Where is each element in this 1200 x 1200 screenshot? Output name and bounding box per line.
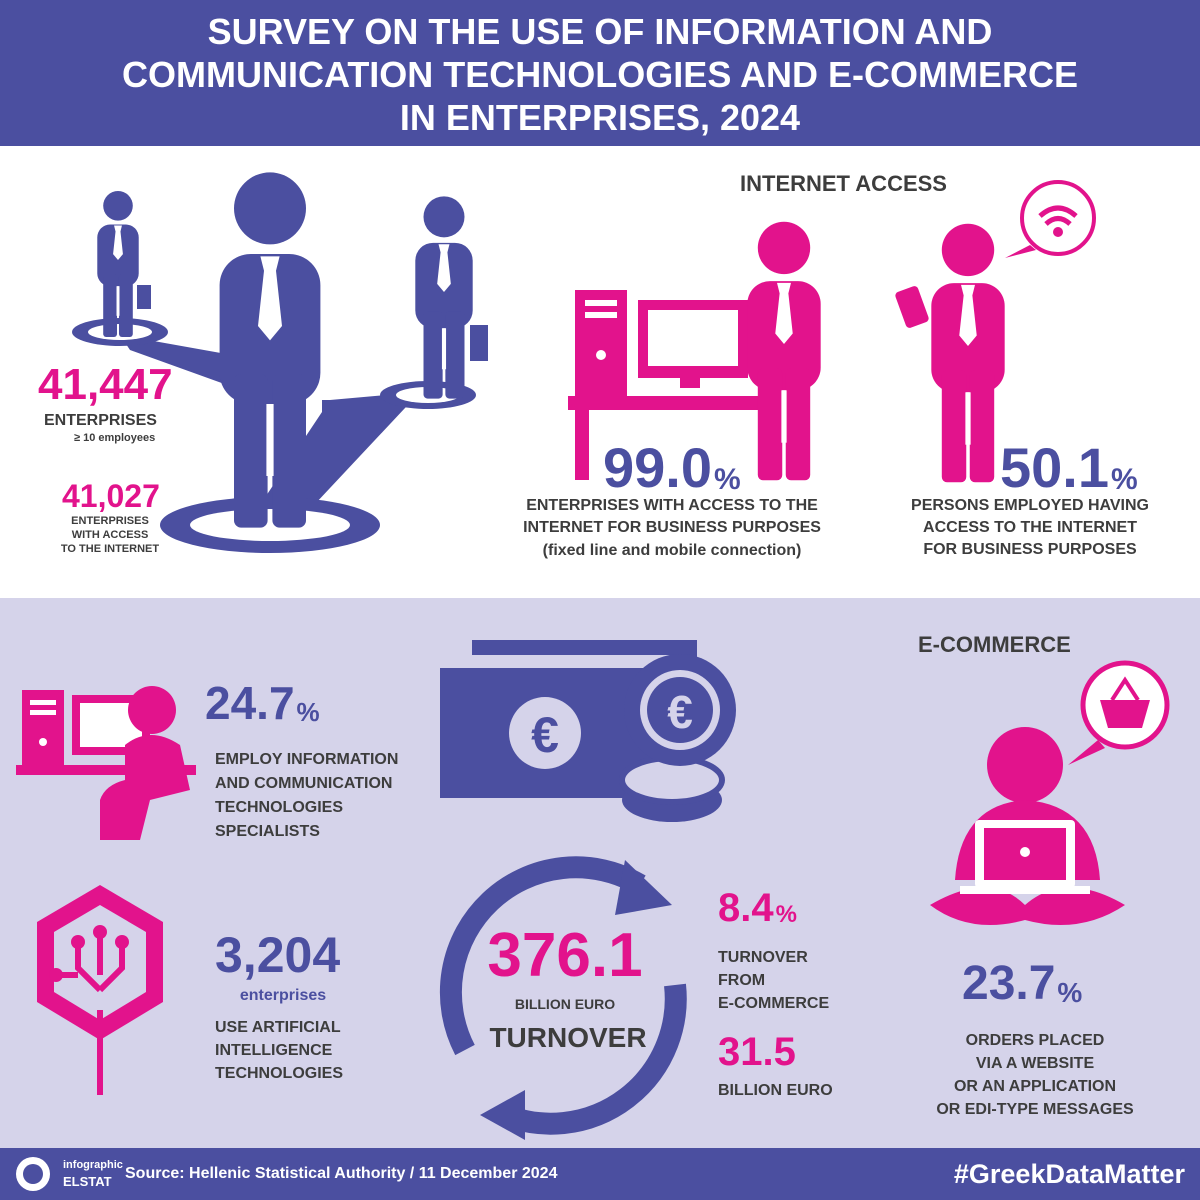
section-title: INTERNET ACCESS [740, 171, 947, 196]
stat-value: 3,204 [215, 927, 341, 983]
stat-label: ENTERPRISES [71, 515, 149, 527]
ai-hexagon-icon [37, 885, 163, 1095]
stat-label: TO THE INTERNET [60, 543, 160, 555]
logo-text: infographic [63, 1159, 123, 1171]
mobile-user-icon [895, 180, 1096, 483]
stat-label: WITH ACCESS [71, 529, 149, 541]
stat-value: 8.4 [718, 886, 774, 930]
stat-value: 24.7 [205, 677, 295, 729]
stat-label: USE ARTIFICIAL [215, 1019, 341, 1036]
stat-label: TECHNOLOGIES [215, 799, 344, 816]
stat-label: VIA A WEBSITE [975, 1055, 1095, 1072]
stat-label: TURNOVER [718, 949, 808, 966]
stat-label: OR EDI-TYPE MESSAGES [936, 1101, 1134, 1118]
stat-value: 41,027 [62, 478, 160, 514]
stat-value: 50.1 [1000, 436, 1109, 499]
stat-label: ENTERPRISES WITH ACCESS TO THE [526, 497, 818, 514]
online-shopper-icon [930, 660, 1170, 925]
stat-label: AND COMMUNICATION [215, 775, 393, 792]
stat-label: OR AN APPLICATION [953, 1078, 1117, 1095]
stat-label: PERSONS EMPLOYED HAVING [911, 497, 1149, 514]
stat-unit: % [775, 900, 797, 928]
stat-label: SPECIALISTS [215, 823, 320, 840]
stat-note: (fixed line and mobile connection) [542, 542, 802, 559]
svg-text:€: € [531, 707, 559, 763]
stat-label: TECHNOLOGIES [215, 1065, 344, 1082]
stat-note: ≥ 10 employees [74, 432, 156, 444]
stat-label: ENTERPRISES [44, 412, 157, 429]
stat-label: ACCESS TO THE INTERNET [923, 519, 1137, 536]
enterprise-people-icon [72, 172, 488, 553]
stat-label: FOR BUSINESS PURPOSES [923, 541, 1137, 558]
title-line: SURVEY ON THE USE OF INFORMATION AND [207, 11, 993, 52]
header-band [0, 0, 1200, 146]
stat-unit: % [714, 462, 741, 496]
computer-user-icon [568, 221, 821, 481]
stat-value: 41,447 [38, 360, 173, 409]
stat-unit: BILLION EURO [514, 996, 616, 1012]
turnover-cycle-icon [439, 856, 687, 1140]
stat-value: 376.1 [487, 921, 643, 990]
stat-label: FROM [718, 972, 766, 989]
ict-specialist-icon [16, 686, 196, 840]
stat-label: EMPLOY INFORMATION [215, 751, 399, 768]
stat-unit: enterprises [239, 987, 327, 1004]
elstat-logo [16, 1157, 50, 1191]
logo-text: ELSTAT [63, 1174, 112, 1189]
title-line: IN ENTERPRISES, 2024 [399, 97, 801, 138]
title-line: COMMUNICATION TECHNOLOGIES AND E-COMMERC… [122, 54, 1078, 95]
stat-value: 99.0 [603, 436, 712, 499]
stat-label: TURNOVER [489, 1022, 647, 1053]
svg-text:€: € [667, 686, 693, 738]
footer-band [0, 1148, 1200, 1200]
stat-value: 31.5 [718, 1030, 796, 1074]
source: Source: Hellenic Statistical Authority /… [125, 1165, 558, 1182]
hashtag: #GreekDataMatter [953, 1159, 1185, 1189]
stat-label: ORDERS PLACED [965, 1032, 1105, 1049]
stat-unit: BILLION EURO [718, 1082, 833, 1099]
stat-unit: % [1111, 462, 1138, 496]
stat-unit: % [1057, 976, 1083, 1008]
stat-value: 23.7 [962, 957, 1056, 1010]
stat-label: INTELLIGENCE [215, 1042, 333, 1059]
section-title: E-COMMERCE [918, 632, 1071, 657]
money-icon: € € [440, 640, 736, 822]
stat-label: E-COMMERCE [718, 995, 830, 1012]
stat-unit: % [296, 696, 320, 727]
stat-label: INTERNET FOR BUSINESS PURPOSES [523, 519, 821, 536]
